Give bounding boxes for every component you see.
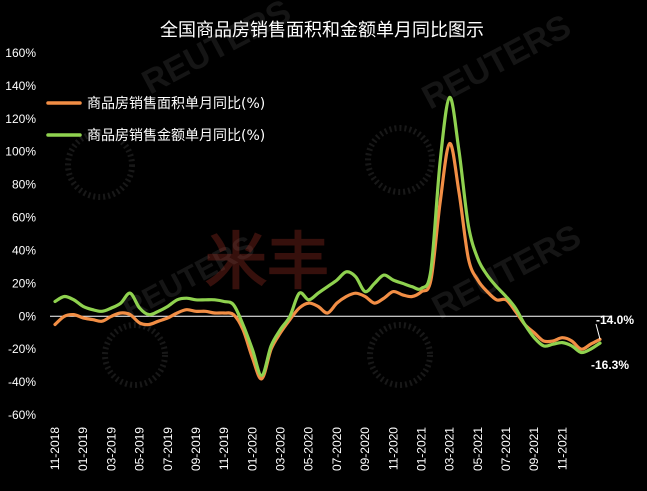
x-tick-label: 07-2019 — [161, 427, 175, 471]
annotation-leader — [595, 323, 601, 340]
area-yoy-line — [53, 141, 602, 381]
y-tick-label: 60% — [12, 211, 36, 225]
x-tick-label: 09-2021 — [527, 427, 541, 471]
reuters-logo-icon — [65, 130, 135, 200]
annotations: -14.0% -16.3% — [591, 313, 634, 372]
y-tick-label: 40% — [12, 243, 36, 257]
y-tick-label: 100% — [5, 145, 36, 159]
y-tick-label: 20% — [12, 276, 36, 290]
area-end-value-label: -14.0% — [596, 313, 634, 327]
x-tick-label: 11-2018 — [48, 427, 62, 470]
y-tick-label: -40% — [8, 375, 36, 389]
x-tick-label: 01-2020 — [245, 427, 259, 471]
x-tick-label: 05-2020 — [302, 427, 316, 471]
reuters-logo-icon — [365, 125, 435, 195]
x-tick-label: 03-2021 — [443, 427, 457, 471]
x-tick-label: 05-2021 — [471, 427, 485, 471]
reuters-logo-icon — [367, 322, 433, 388]
x-tick-label: 01-2021 — [414, 427, 428, 471]
legend-label: 商品房销售金额单月同比(%) — [87, 128, 265, 144]
x-axis: 11-2018 01-2019 03-2019 05-2019 07-2019 09-20… — [48, 427, 569, 471]
y-tick-label: -60% — [8, 408, 36, 422]
y-tick-label: 0% — [19, 309, 37, 323]
y-tick-label: 160% — [5, 46, 36, 60]
mifeng-watermark: 米丰 — [205, 228, 329, 297]
reuters-logo-icon — [102, 322, 168, 388]
x-tick-label: 01-2019 — [76, 427, 90, 471]
x-tick-label: 11-2021 — [555, 427, 569, 470]
x-tick-label: 07-2021 — [499, 427, 513, 471]
y-axis: 160% 140% 120% 100% 80% 60% 40% 20% 0% -20% -40% -6… — [5, 46, 36, 422]
x-tick-label: 09-2020 — [358, 427, 372, 471]
y-tick-label: 140% — [5, 79, 36, 93]
series-layer — [53, 95, 602, 381]
amount-yoy-line — [53, 95, 602, 378]
x-tick-label: 11-2019 — [217, 427, 231, 470]
x-tick-label: 07-2020 — [330, 427, 344, 471]
x-tick-label: 11-2020 — [386, 427, 400, 470]
chart-title: 全国商品房销售面积和金额单月同比图示 — [160, 20, 484, 41]
x-tick-label: 09-2019 — [189, 427, 203, 471]
y-tick-label: 120% — [5, 112, 36, 126]
x-tick-label: 03-2019 — [104, 427, 118, 471]
y-tick-label: -20% — [8, 342, 36, 356]
legend: 商品房销售面积单月同比(%) 商品房销售金额单月同比(%) — [46, 96, 265, 144]
x-tick-label: 03-2020 — [274, 427, 288, 471]
legend-label: 商品房销售面积单月同比(%) — [87, 96, 265, 112]
amount-end-value-label: -16.3% — [591, 358, 629, 372]
x-tick-label: 05-2019 — [133, 427, 147, 471]
y-tick-label: 80% — [12, 178, 36, 192]
